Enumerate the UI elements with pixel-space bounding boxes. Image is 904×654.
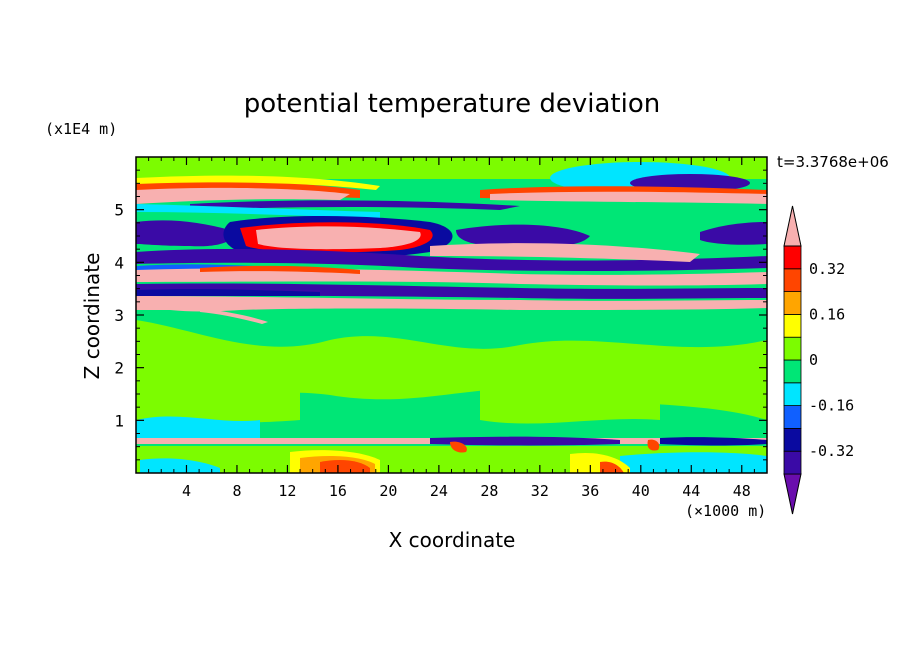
colorbar-bin (783, 427, 802, 452)
field-blob (320, 460, 370, 473)
colorbar-bin (783, 268, 802, 292)
colorbar-bin (783, 450, 802, 475)
x-axis: 4 8 12 16 20 24 28 32 36 40 44 48 (148, 157, 755, 500)
field-blob (140, 458, 220, 473)
field-band (136, 296, 767, 312)
field-patch (136, 370, 300, 430)
colorbar-label: 0 (809, 351, 818, 369)
field-band (136, 175, 380, 190)
field-band (490, 191, 767, 204)
field-band (136, 220, 233, 247)
field-blob (450, 441, 467, 453)
colorbar-label: -0.16 (809, 397, 854, 415)
x-unit-label: (×1000 m) (685, 502, 766, 520)
y-tick-label: 3 (114, 306, 124, 325)
field-band (136, 268, 767, 286)
colorbar-bin (783, 336, 802, 361)
y-unit-label: (x1E4 m) (45, 120, 117, 138)
field-band (456, 224, 590, 248)
colorbar-bin (783, 291, 802, 315)
x-tick-label: 20 (379, 482, 397, 500)
y-axis-label: Z coordinate (80, 253, 104, 380)
x-tick-label: 12 (278, 482, 296, 500)
colorbar-label: -0.32 (809, 442, 854, 460)
contour-field (136, 157, 767, 473)
field-patch (136, 416, 260, 440)
colorbar-bin (783, 245, 802, 270)
colorbar-bin (783, 382, 802, 406)
x-tick-label: 16 (329, 482, 347, 500)
x-tick-label: 24 (430, 482, 448, 500)
field-blob (620, 452, 767, 473)
x-axis-label: X coordinate (389, 528, 516, 552)
field-band (200, 308, 268, 324)
colorbar-bin (783, 359, 802, 384)
field-band (700, 222, 767, 245)
colorbar-bin (783, 313, 802, 338)
field-band (136, 187, 350, 204)
y-tick-label: 5 (114, 201, 124, 220)
field-band (136, 289, 320, 296)
x-tick-label: 44 (682, 482, 700, 500)
y-tick-label: 1 (114, 411, 124, 430)
x-tick-label: 40 (632, 482, 650, 500)
field-blob (600, 461, 624, 473)
x-tick-label: 36 (581, 482, 599, 500)
colorbar-arrow-low (783, 473, 802, 515)
colorbar: -0.32 -0.16 0 0.16 0.32 (783, 205, 854, 515)
colorbar-arrow-high (783, 205, 802, 247)
colorbar-bin (783, 405, 802, 429)
field-band (660, 437, 767, 446)
x-tick-label: 4 (182, 482, 191, 500)
field-blob (647, 439, 660, 451)
field-band (200, 265, 360, 274)
colorbar-label: 0.16 (809, 305, 845, 323)
field-band (190, 200, 520, 210)
field-band (136, 249, 767, 271)
x-tick-label: 48 (733, 482, 751, 500)
field-band (430, 243, 700, 262)
y-tick-label: 4 (114, 253, 124, 272)
x-tick-label: 32 (531, 482, 549, 500)
time-label: t=3.3768e+06 (777, 153, 889, 171)
y-axis: 1 2 3 4 5 (114, 169, 767, 461)
chart-title: potential temperature deviation (244, 89, 660, 119)
field-patch (480, 370, 660, 424)
colorbar-label: 0.32 (809, 260, 845, 278)
field-band (136, 204, 380, 218)
field-band (430, 436, 620, 446)
field-band (256, 226, 421, 250)
y-tick-label: 2 (114, 359, 124, 378)
x-tick-label: 8 (232, 482, 241, 500)
x-tick-label: 28 (480, 482, 498, 500)
